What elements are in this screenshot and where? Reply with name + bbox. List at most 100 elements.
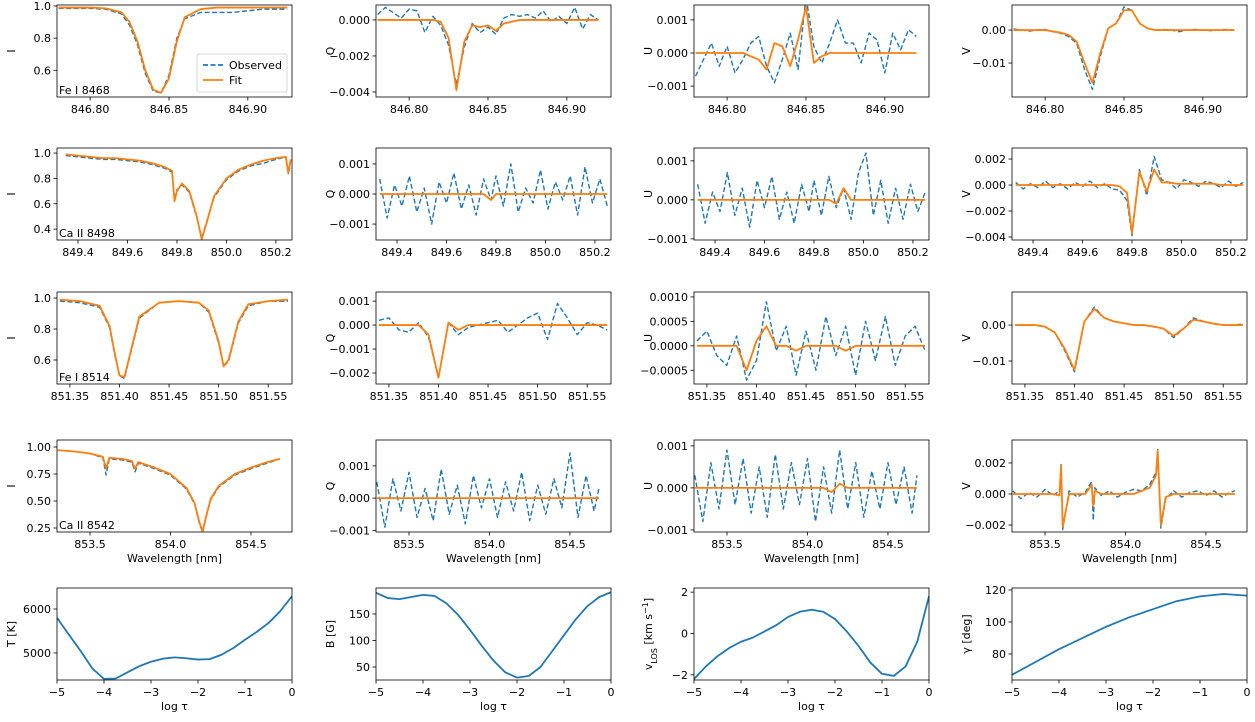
y-tick-label: 0.000 <box>657 47 689 60</box>
y-axis-label-part: v <box>642 663 655 670</box>
x-axis-label: Wavelength [nm] <box>1082 552 1177 565</box>
y-tick-label: −0.01 <box>972 57 1006 70</box>
y-tick-label: 0.8 <box>34 323 52 336</box>
data-line <box>1012 593 1247 676</box>
data-line <box>694 482 917 493</box>
x-tick-label: 850.0 <box>848 246 880 259</box>
x-axis-label: Wavelength [nm] <box>446 552 541 565</box>
y-axis-label: T [K] <box>5 621 18 648</box>
data-line <box>1013 9 1235 84</box>
y-tick-label: 1.0 <box>34 292 52 305</box>
y-tick-label: 0.001 <box>339 158 371 171</box>
legend-label: Observed <box>229 59 282 72</box>
x-tick-label: 850.2 <box>1215 246 1247 259</box>
x-tick-label: −4 <box>1051 686 1067 699</box>
x-tick-label: 851.40 <box>1055 390 1094 403</box>
x-tick-label: 851.50 <box>199 390 238 403</box>
data-line <box>1015 155 1244 237</box>
y-axis-label: V <box>960 47 973 55</box>
y-tick-label: 1.0 <box>34 147 52 160</box>
x-tick-label: −4 <box>96 686 112 699</box>
x-axis-label: Wavelength [nm] <box>764 552 859 565</box>
y-axis-label: V <box>960 482 973 490</box>
y-tick-label: 0.000 <box>339 492 371 505</box>
x-tick-label: 854.0 <box>1110 538 1142 551</box>
y-axis-label: I <box>5 484 18 487</box>
data-line <box>59 298 289 378</box>
y-tick-label: 0.75 <box>27 468 52 481</box>
x-tick-label: 849.6 <box>431 246 463 259</box>
plot-area <box>376 452 600 528</box>
panel: −0.002 0.000 0.002 853.5 854.0 854.5 Wavelengt… <box>960 439 1248 565</box>
x-tick-label: 851.45 <box>1105 390 1144 403</box>
x-tick-label: 846.90 <box>866 103 905 116</box>
data-line <box>379 193 608 201</box>
x-tick-label: 851.40 <box>100 390 139 403</box>
x-tick-label: 851.45 <box>150 390 189 403</box>
x-tick-label: −2 <box>1145 686 1161 699</box>
x-tick-label: −1 <box>874 686 890 699</box>
x-tick-label: 851.55 <box>886 390 925 403</box>
panel: −0.001 0.000 0.001 846.80 846.85 846.90 U <box>642 4 930 116</box>
y-tick-label: 0.0005 <box>650 315 689 328</box>
x-tick-label: 851.55 <box>1204 390 1243 403</box>
y-tick-label: 0.000 <box>339 188 371 201</box>
plot-area <box>697 152 926 228</box>
y-tick-label: −0.001 <box>647 80 688 93</box>
x-tick-label: 846.80 <box>1026 103 1065 116</box>
line-annotation: Ca II 8542 <box>59 519 115 532</box>
x-tick-label: −1 <box>556 686 572 699</box>
x-tick-label: 846.85 <box>787 103 826 116</box>
x-tick-label: 846.85 <box>469 103 508 116</box>
axes-frame <box>56 4 293 98</box>
y-tick-label: 0.000 <box>657 194 689 207</box>
x-tick-label: 851.35 <box>1006 390 1045 403</box>
axes-frame <box>56 439 293 533</box>
plot-area <box>694 596 929 680</box>
y-tick-label: 120 <box>985 584 1006 597</box>
x-tick-label: 849.4 <box>62 246 94 259</box>
plot-area <box>694 5 917 84</box>
x-axis-label: Wavelength [nm] <box>127 552 222 565</box>
x-tick-label: 849.6 <box>749 246 781 259</box>
data-line <box>694 596 929 680</box>
y-axis-label: U <box>642 47 655 55</box>
y-tick-label: −0.01 <box>972 355 1006 368</box>
y-tick-label: −2 <box>672 669 688 682</box>
x-tick-label: 0 <box>926 686 933 699</box>
y-axis-label-part: −1 <box>641 602 650 614</box>
panel: −0.004 −0.002 0.000 0.002 849.4 849.6 849.8 850… <box>960 147 1248 259</box>
data-line <box>59 300 289 380</box>
y-axis-label: I <box>5 336 18 339</box>
x-tick-label: −4 <box>415 686 431 699</box>
legend: Observed Fit <box>196 53 288 93</box>
y-tick-label: 0.6 <box>34 64 52 77</box>
line-annotation: Fe I 8514 <box>59 371 110 384</box>
x-tick-label: 851.45 <box>787 390 826 403</box>
x-tick-label: 849.8 <box>161 246 193 259</box>
panel: 50 100 150 −5 −4 −3 −2 −1 0 log τ B [G] <box>324 587 615 713</box>
x-tick-label: 854.5 <box>1190 538 1222 551</box>
x-tick-label: 849.4 <box>699 246 731 259</box>
plot-area <box>59 298 289 380</box>
x-tick-label: −3 <box>462 686 478 699</box>
axes-frame <box>1011 4 1248 98</box>
x-tick-label: 854.5 <box>235 538 267 551</box>
x-tick-label: 851.45 <box>469 390 508 403</box>
x-tick-label: 0 <box>1244 686 1251 699</box>
panel: −0.001 0.000 0.001 849.4 849.6 849.8 850.0 850.… <box>324 147 612 259</box>
x-tick-label: 853.5 <box>74 538 106 551</box>
y-tick-label: 150 <box>349 608 370 621</box>
axes-frame <box>375 587 612 681</box>
panel: −0.001 0.000 0.001 853.5 854.0 854.5 Wavelengt… <box>324 439 612 565</box>
axes-frame <box>1011 147 1248 241</box>
y-tick-label: −0.002 <box>329 367 370 380</box>
data-line <box>1012 449 1235 528</box>
data-line <box>379 163 608 225</box>
y-axis-label: B [G] <box>324 620 337 648</box>
y-tick-label: 0.25 <box>27 522 52 535</box>
y-axis-label: U <box>642 482 655 490</box>
x-tick-label: −1 <box>1192 686 1208 699</box>
plot-area <box>694 449 918 523</box>
